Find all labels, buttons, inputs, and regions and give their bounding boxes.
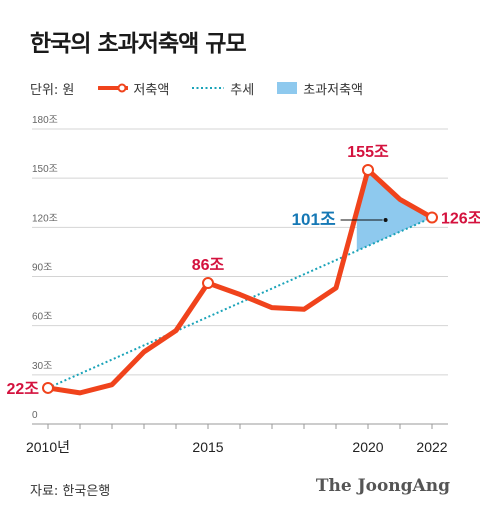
trend-line	[47, 216, 433, 389]
chart-title: 한국의 초과저축액 규모	[30, 31, 247, 57]
legend-savings-label: 저축액	[133, 82, 170, 98]
data-point-marker	[202, 277, 214, 290]
excess-label: 101조	[292, 210, 336, 229]
data-label: 155조	[347, 144, 389, 161]
excess-annotation-dot	[383, 217, 388, 222]
x-tick-label: 2010년	[26, 439, 70, 455]
legend: 단위: 원 저축액 추세 초과저축액	[30, 78, 385, 98]
data-label: 126조	[441, 211, 480, 228]
legend-savings-swatch	[98, 83, 129, 93]
data-label: 86조	[192, 257, 225, 274]
x-tick-label: 2020	[352, 439, 383, 455]
legend-trend-label: 추세	[230, 82, 255, 98]
x-tick-label: 2022	[416, 439, 447, 455]
legend-excess-swatch	[277, 82, 298, 94]
y-tick-label: 180조	[32, 115, 58, 126]
y-tick-label: 30조	[32, 361, 52, 372]
source-note: 자료: 한국은행	[30, 484, 111, 499]
legend-excess: 초과저축액	[276, 79, 363, 98]
data-point-marker	[362, 163, 374, 176]
data-label: 22조	[6, 381, 39, 398]
legend-trend-swatch	[192, 87, 225, 89]
legend-trend: 추세	[191, 79, 254, 98]
excess-area	[356, 169, 432, 251]
legend-savings: 저축액	[98, 79, 169, 98]
data-point-marker	[426, 211, 438, 224]
y-tick-label: 0	[32, 410, 38, 421]
data-point-marker	[42, 381, 54, 394]
y-tick-label: 120조	[32, 213, 58, 224]
y-tick-label: 150조	[32, 164, 58, 175]
unit-label: 단위: 원	[30, 82, 75, 98]
chart-plot: 0 30조 60조 90조 120조 150조 180조 2010년 2015 2020 2022 2…	[6, 115, 480, 455]
brand-logo: The JoongAng	[315, 476, 450, 496]
x-tick-label: 2015	[192, 439, 223, 455]
y-tick-label: 90조	[32, 263, 52, 274]
y-tick-label: 60조	[32, 312, 52, 323]
legend-excess-label: 초과저축액	[303, 82, 364, 98]
